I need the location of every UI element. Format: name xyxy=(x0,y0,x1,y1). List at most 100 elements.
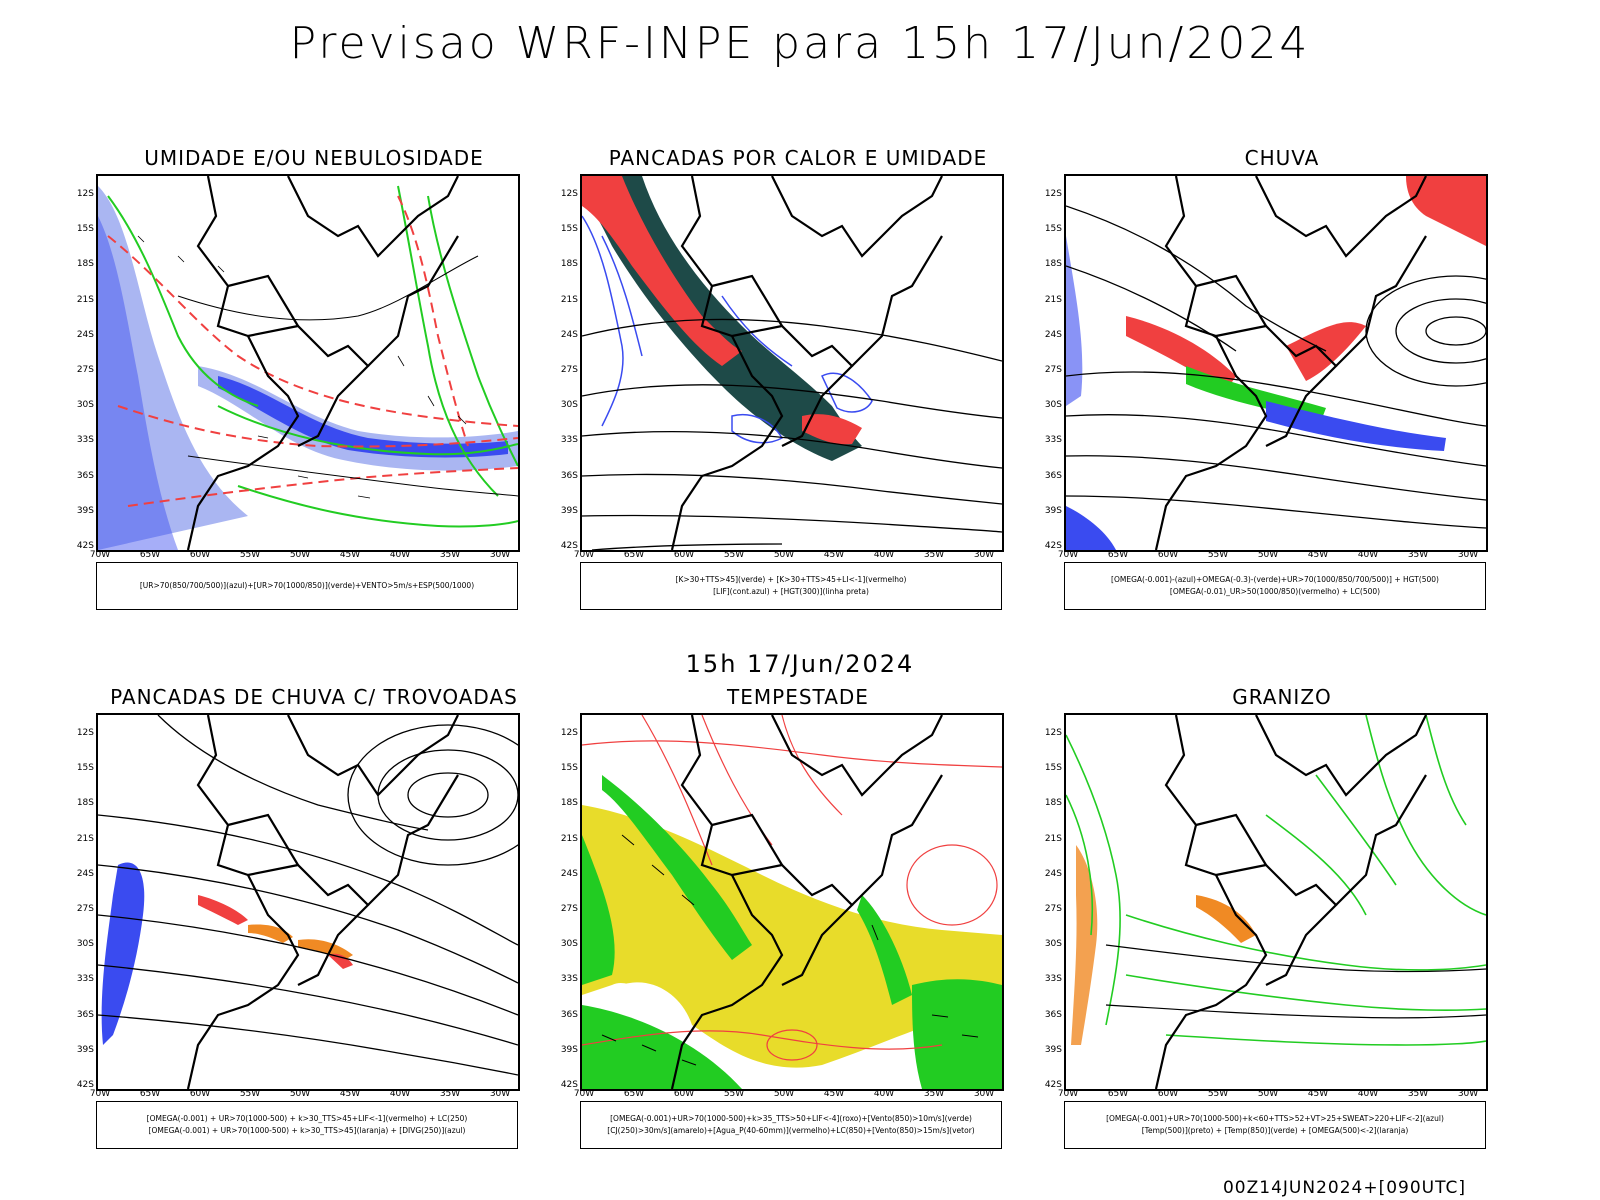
lon-tick-label: 60W xyxy=(189,1089,211,1099)
lon-tick-label: 35W xyxy=(439,1089,461,1099)
lat-tick-label: 18S xyxy=(76,798,94,809)
panel-legend: [UR>70(850/700/500)](azul)+[UR>70(1000/8… xyxy=(96,562,518,610)
lat-tick-label: 36S xyxy=(560,470,578,481)
panel-pancadas-calor: PANCADAS POR CALOR E UMIDADE xyxy=(558,146,1038,610)
lat-tick-label: 21S xyxy=(560,833,578,844)
lat-tick-label: 33S xyxy=(1044,435,1062,446)
lat-tick-label: 30S xyxy=(1044,939,1062,950)
lat-tick-label: 39S xyxy=(560,505,578,516)
lon-tick-label: 70W xyxy=(573,550,595,560)
legend-line-2: [OMEGA(-0.001) + UR>70(1000-500) + k>30_… xyxy=(148,1126,466,1135)
lat-tick-label: 42S xyxy=(560,1080,578,1090)
mid-title: 15h 17/Jun/2024 xyxy=(685,650,915,678)
lat-tick-label: 36S xyxy=(1044,470,1062,481)
map-pancadas-trovoadas xyxy=(98,715,518,1089)
lon-tick-label: 60W xyxy=(189,550,211,560)
lon-tick-label: 50W xyxy=(289,1089,311,1099)
lon-tick-label: 55W xyxy=(239,550,261,560)
lon-tick-label: 60W xyxy=(1157,1089,1179,1099)
lon-tick-label: 40W xyxy=(873,1089,895,1099)
lat-tick-label: 18S xyxy=(1044,798,1062,809)
lon-tick-label: 60W xyxy=(673,550,695,560)
map-area xyxy=(1064,713,1488,1091)
lat-tick-label: 33S xyxy=(560,435,578,446)
legend-line-2: [LIF](cont.azul) + [HGT(300)](linha pret… xyxy=(713,587,869,596)
lon-tick-label: 55W xyxy=(1207,1089,1229,1099)
lon-tick-label: 70W xyxy=(89,550,111,560)
lon-tick-label: 70W xyxy=(1057,550,1079,560)
lat-tick-label: 27S xyxy=(76,365,94,375)
panel-title: GRANIZO xyxy=(1232,685,1332,709)
lon-tick-label: 50W xyxy=(773,550,795,560)
legend-line-2: [OMEGA(-0.01)_UR>50(1000/850)(vermelho) … xyxy=(1169,587,1381,596)
lat-tick-label: 18S xyxy=(560,798,578,809)
lat-tick-label: 12S xyxy=(1044,728,1062,738)
lat-tick-label: 33S xyxy=(76,435,94,446)
lon-tick-label: 30W xyxy=(1457,550,1479,560)
legend-line-1: [OMEGA(-0.001) + UR>70(1000-500) + k>30_… xyxy=(146,1114,468,1123)
lon-tick-label: 45W xyxy=(339,1089,361,1099)
lon-tick-label: 35W xyxy=(923,1089,945,1099)
lon-tick-label: 45W xyxy=(1307,1089,1329,1099)
map-granizo xyxy=(1066,715,1486,1089)
lon-tick-label: 35W xyxy=(439,550,461,560)
lat-tick-label: 39S xyxy=(560,1044,578,1055)
lat-tick-label: 30S xyxy=(1044,400,1062,411)
legend-line-1: [OMEGA(-0.001)+UR>70(1000-500)+k>35_TTS>… xyxy=(610,1114,972,1123)
lon-tick-label: 65W xyxy=(1107,550,1129,560)
lon-tick-label: 35W xyxy=(1407,1089,1429,1099)
lat-tick-label: 15S xyxy=(560,763,578,774)
lat-tick-label: 12S xyxy=(1044,189,1062,199)
legend-line-1: [K>30+TTS>45](verde) + [K>30+TTS>45+LI<-… xyxy=(675,575,907,584)
lat-tick-label: 27S xyxy=(560,904,578,914)
lat-tick-label: 30S xyxy=(76,939,94,950)
map-area xyxy=(96,713,520,1091)
lat-tick-label: 24S xyxy=(560,329,578,340)
lon-tick-label: 50W xyxy=(773,1089,795,1099)
lon-tick-label: 35W xyxy=(1407,550,1429,560)
lat-tick-label: 18S xyxy=(76,259,94,270)
legend-line-2: [CJ(250)>30m/s](amarelo)+[Agua_P(40-60mm… xyxy=(607,1126,975,1135)
lat-tick-label: 12S xyxy=(76,728,94,738)
map-chuva xyxy=(1066,176,1486,550)
lat-tick-label: 36S xyxy=(1044,1009,1062,1020)
panel-chuva: CHUVA xyxy=(1042,146,1522,610)
lon-tick-label: 40W xyxy=(389,550,411,560)
lat-tick-label: 24S xyxy=(76,329,94,340)
lon-tick-label: 40W xyxy=(389,1089,411,1099)
lat-tick-label: 12S xyxy=(76,189,94,199)
lat-tick-label: 27S xyxy=(76,904,94,914)
lon-tick-label: 60W xyxy=(673,1089,695,1099)
lat-tick-label: 15S xyxy=(1044,224,1062,235)
lat-tick-label: 21S xyxy=(560,294,578,305)
lon-tick-label: 30W xyxy=(489,550,511,560)
lat-tick-label: 30S xyxy=(76,400,94,411)
lon-tick-label: 60W xyxy=(1157,550,1179,560)
panel-title: UMIDADE E/OU NEBULOSIDADE xyxy=(144,146,484,170)
lat-tick-label: 12S xyxy=(560,728,578,738)
lon-tick-label: 65W xyxy=(139,550,161,560)
lat-tick-label: 24S xyxy=(1044,329,1062,340)
lon-tick-label: 35W xyxy=(923,550,945,560)
lon-tick-label: 50W xyxy=(289,550,311,560)
lat-tick-label: 15S xyxy=(560,224,578,235)
legend-line-2: [Temp(500)](preto) + [Temp(850)](verde) … xyxy=(1141,1126,1409,1135)
lon-tick-label: 70W xyxy=(1057,1089,1079,1099)
lon-tick-label: 70W xyxy=(89,1089,111,1099)
lat-tick-label: 39S xyxy=(1044,505,1062,516)
lon-tick-label: 55W xyxy=(239,1089,261,1099)
lat-tick-label: 15S xyxy=(76,224,94,235)
lon-tick-label: 55W xyxy=(723,550,745,560)
lat-tick-label: 42S xyxy=(76,1080,94,1090)
legend-line-1: [OMEGA(-0.001)-(azul)+OMEGA(-0.3)-(verde… xyxy=(1111,575,1439,584)
panel-pancadas-trovoadas: PANCADAS DE CHUVA C/ TROVOADAS xyxy=(74,685,554,1149)
lat-tick-label: 39S xyxy=(76,505,94,516)
lat-tick-label: 21S xyxy=(76,833,94,844)
panel-title: CHUVA xyxy=(1244,146,1320,170)
lat-tick-label: 24S xyxy=(76,868,94,879)
lon-tick-label: 40W xyxy=(873,550,895,560)
lat-tick-label: 21S xyxy=(1044,294,1062,305)
lon-tick-label: 65W xyxy=(1107,1089,1129,1099)
lat-tick-label: 42S xyxy=(1044,541,1062,551)
lat-tick-label: 27S xyxy=(1044,365,1062,375)
